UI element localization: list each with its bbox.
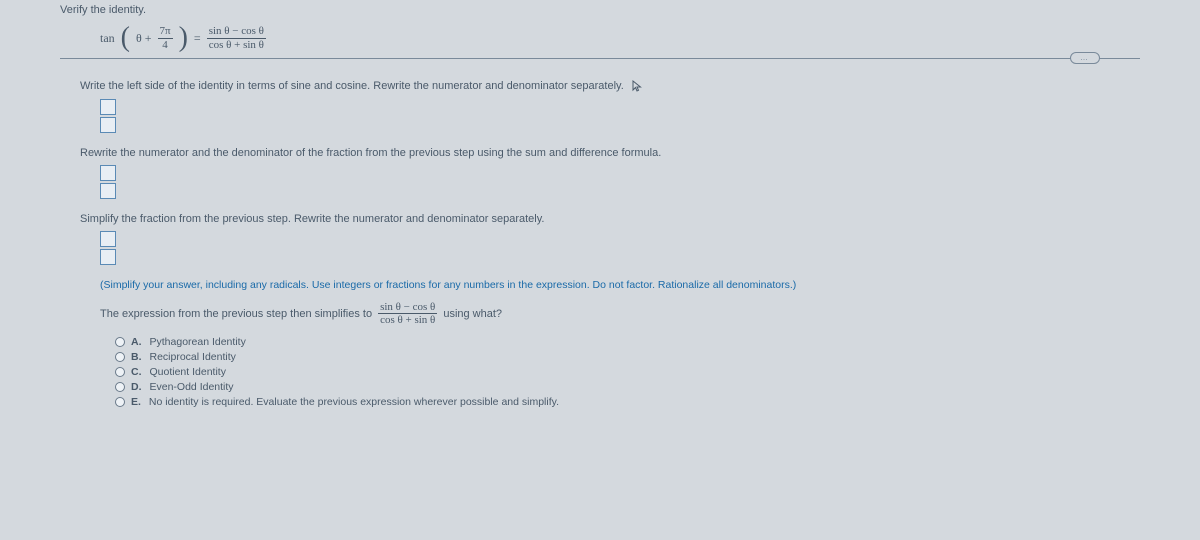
option-e-label: E.	[131, 396, 141, 408]
option-c-text: Quotient Identity	[150, 366, 226, 378]
step2-answer-fraction	[100, 165, 1140, 199]
simplifies-den: cos θ + sin θ	[378, 314, 437, 326]
step3-denominator-input[interactable]	[100, 249, 116, 265]
option-e-text: No identity is required. Evaluate the pr…	[149, 396, 559, 408]
option-c[interactable]: C. Quotient Identity	[115, 366, 1140, 378]
tan-label: tan	[100, 31, 115, 46]
identity-equation: tan ( θ + 7π 4 ) = sin θ − cos θ cos θ +…	[100, 24, 1140, 52]
radio-d[interactable]	[115, 382, 125, 392]
option-a-text: Pythagorean Identity	[150, 336, 246, 348]
option-e[interactable]: E. No identity is required. Evaluate the…	[115, 396, 1140, 408]
fraction-rhs: sin θ − cos θ cos θ + sin θ	[207, 25, 266, 50]
option-b[interactable]: B. Reciprocal Identity	[115, 351, 1140, 363]
radio-b[interactable]	[115, 352, 125, 362]
option-d[interactable]: D. Even-Odd Identity	[115, 381, 1140, 393]
rhs-num: sin θ − cos θ	[207, 25, 266, 38]
cursor-icon	[631, 79, 645, 93]
option-a[interactable]: A. Pythagorean Identity	[115, 336, 1140, 348]
step2-denominator-input[interactable]	[100, 183, 116, 199]
fraction-7pi-4: 7π 4	[158, 25, 173, 50]
step3-numerator-input[interactable]	[100, 231, 116, 247]
option-b-text: Reciprocal Identity	[150, 351, 236, 363]
step3-hint: (Simplify your answer, including any rad…	[100, 279, 1140, 291]
simplifies-num: sin θ − cos θ	[378, 301, 437, 314]
paren-right: )	[179, 24, 188, 52]
option-a-label: A.	[131, 336, 142, 348]
radio-a[interactable]	[115, 337, 125, 347]
frac-den: 4	[160, 39, 170, 51]
theta-plus: θ +	[136, 31, 152, 46]
radio-c[interactable]	[115, 367, 125, 377]
step1-instruction: Write the left side of the identity in t…	[80, 79, 1140, 93]
radio-e[interactable]	[115, 397, 125, 407]
equals: =	[194, 31, 201, 46]
option-b-label: B.	[131, 351, 142, 363]
step2-instruction: Rewrite the numerator and the denominato…	[80, 147, 1140, 159]
more-pill[interactable]: …	[1070, 52, 1100, 64]
step1-answer-fraction	[100, 99, 1140, 133]
answer-options: A. Pythagorean Identity B. Reciprocal Id…	[115, 336, 1140, 408]
simplifies-before: The expression from the previous step th…	[100, 308, 372, 320]
step1-text: Write the left side of the identity in t…	[80, 80, 624, 92]
step1-denominator-input[interactable]	[100, 117, 116, 133]
option-d-label: D.	[131, 381, 142, 393]
option-d-text: Even-Odd Identity	[150, 381, 234, 393]
simplifies-fraction: sin θ − cos θ cos θ + sin θ	[378, 301, 437, 326]
option-c-label: C.	[131, 366, 142, 378]
simplifies-after: using what?	[443, 308, 502, 320]
divider-row: …	[60, 58, 1140, 59]
divider	[60, 58, 1140, 59]
page-title: Verify the identity.	[60, 4, 1140, 16]
paren-left: (	[121, 24, 130, 52]
step1-numerator-input[interactable]	[100, 99, 116, 115]
rhs-den: cos θ + sin θ	[207, 39, 266, 51]
step3-answer-fraction	[100, 231, 1140, 265]
frac-num: 7π	[158, 25, 173, 38]
step2-numerator-input[interactable]	[100, 165, 116, 181]
simplifies-row: The expression from the previous step th…	[100, 301, 1140, 326]
step3-instruction: Simplify the fraction from the previous …	[80, 213, 1140, 225]
